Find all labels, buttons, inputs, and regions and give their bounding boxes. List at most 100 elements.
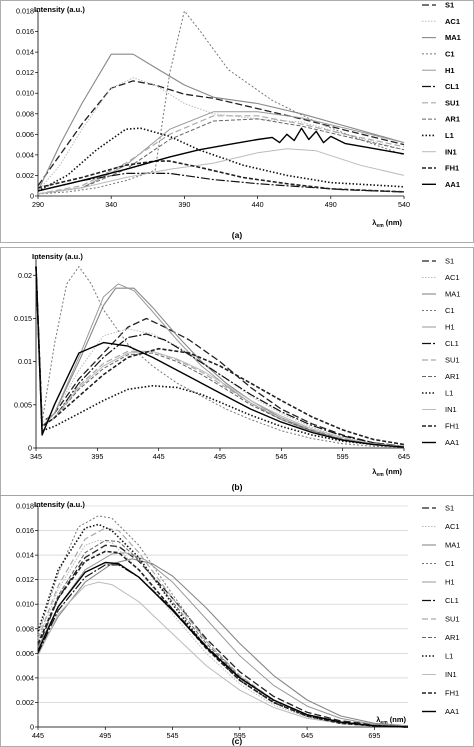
series-line-h1 xyxy=(35,266,405,447)
x-tick-label: 345 xyxy=(30,452,42,461)
legend-label-c1: C1 xyxy=(445,559,455,568)
series-line-in1 xyxy=(35,266,405,447)
y-tick-label: 0.012 xyxy=(16,575,34,584)
series-line-ma1 xyxy=(37,53,405,192)
y-tick-label: 0.004 xyxy=(16,673,34,682)
x-tick-label: 290 xyxy=(32,200,44,209)
legend-label-cl1: CL1 xyxy=(445,339,459,348)
chart-frame xyxy=(0,0,474,243)
legend-label-su1: SU1 xyxy=(445,615,460,624)
series-line-s1 xyxy=(37,544,409,727)
legend-label-fh1: FH1 xyxy=(445,689,459,698)
legend-label-ma1: MA1 xyxy=(445,290,460,299)
series-line-aa1 xyxy=(37,127,405,192)
y-axis-label: Intensity (a.u.) xyxy=(34,5,85,14)
y-tick-label: 0.004 xyxy=(16,150,34,159)
x-tick-label: 545 xyxy=(275,452,287,461)
x-tick-label: 390 xyxy=(178,200,190,209)
x-tick-label: 595 xyxy=(337,452,349,461)
chart-panel-0: 0 0.002 0.004 0.006 0.008 0.010 0.012 0.014 0.01… xyxy=(0,0,474,243)
legend-label-ar1: AR1 xyxy=(445,633,460,642)
legend-label-ar1: AR1 xyxy=(445,115,460,124)
legend-label-fh1: FH1 xyxy=(445,422,459,431)
x-tick-label: 445 xyxy=(32,731,44,740)
series-line-su1 xyxy=(37,115,405,195)
legend-label-fh1: FH1 xyxy=(445,164,459,173)
legend-label-l1: L1 xyxy=(445,652,453,661)
legend-label-ac1: AC1 xyxy=(445,273,460,282)
series-line-ar1 xyxy=(35,266,405,447)
legend-label-su1: SU1 xyxy=(445,98,460,107)
x-tick-label: 395 xyxy=(91,452,103,461)
y-tick-label: 0.008 xyxy=(16,624,34,633)
x-tick-label: 445 xyxy=(153,452,165,461)
legend-label-in1: IN1 xyxy=(445,670,457,679)
x-axis-unit: (nm) xyxy=(384,467,403,476)
x-axis-subscript: em xyxy=(380,720,388,726)
legend-label-s1: S1 xyxy=(445,1,454,10)
y-tick-label: 0.01 xyxy=(18,357,32,366)
y-tick-label: 0.008 xyxy=(16,109,34,118)
x-axis-label: λem (nm) xyxy=(376,715,406,726)
series-line-fh1 xyxy=(35,266,405,446)
series-line-s1 xyxy=(37,80,405,187)
legend-label-l1: L1 xyxy=(445,131,454,140)
legend-label-cl1: CL1 xyxy=(445,596,459,605)
legend-label-aa1: AA1 xyxy=(445,180,460,189)
y-tick-label: 0 xyxy=(30,723,34,732)
series-line-h1 xyxy=(37,552,409,727)
x-tick-label: 490 xyxy=(325,200,337,209)
y-tick-label: 0.006 xyxy=(16,130,34,139)
panel-label: (c) xyxy=(232,736,243,746)
series-line-ar1 xyxy=(37,118,405,195)
chart-panel-1: 0 0.005 0.01 0.015 0.02 345 395 445 495 545 595 645… xyxy=(0,247,474,496)
series-line-ma1 xyxy=(37,558,409,727)
y-tick-label: 0 xyxy=(30,192,34,201)
x-axis-label: λem (nm) xyxy=(372,218,402,229)
y-tick-label: 0.006 xyxy=(16,649,34,658)
y-tick-label: 0 xyxy=(28,444,32,453)
legend-label-ar1: AR1 xyxy=(445,372,460,381)
panel-label: (b) xyxy=(232,482,243,492)
x-axis-label: λem (nm) xyxy=(372,467,402,478)
chart-panel-2: 0 0.002 0.004 0.006 0.008 0.010 0.012 0.014 0.01… xyxy=(0,495,474,747)
y-tick-label: 0.010 xyxy=(16,600,34,609)
legend-label-l1: L1 xyxy=(445,389,453,398)
x-tick-label: 340 xyxy=(105,200,117,209)
series-line-in1 xyxy=(37,581,409,728)
x-tick-label: 440 xyxy=(252,200,264,209)
series-line-l1 xyxy=(37,127,405,192)
x-axis-unit: (nm) xyxy=(388,715,407,724)
series-line-h1 xyxy=(37,111,405,195)
legend-label-aa1: AA1 xyxy=(445,707,459,716)
y-tick-label: 0.015 xyxy=(14,314,32,323)
series-line-fh1 xyxy=(37,160,405,193)
x-tick-label: 645 xyxy=(301,731,313,740)
legend-label-c1: C1 xyxy=(445,50,455,59)
chart-frame xyxy=(0,495,474,747)
x-tick-label: 695 xyxy=(368,731,380,740)
legend-label-c1: C1 xyxy=(445,306,455,315)
series-line-cl1 xyxy=(35,266,405,447)
legend-label-h1: H1 xyxy=(445,323,455,332)
y-tick-label: 0.014 xyxy=(16,551,34,560)
legend-label-ma1: MA1 xyxy=(445,541,460,550)
chart-frame xyxy=(0,247,474,496)
x-axis-symbol: λ xyxy=(372,218,377,227)
y-axis-label: Intensity (a.u.) xyxy=(34,500,85,509)
series-line-in1 xyxy=(37,148,405,195)
y-tick-label: 0.018 xyxy=(16,502,34,511)
series-line-c1 xyxy=(35,266,405,448)
y-tick-label: 0.002 xyxy=(16,698,34,707)
legend-label-su1: SU1 xyxy=(445,356,460,365)
x-tick-label: 540 xyxy=(398,200,410,209)
panel-label: (a) xyxy=(232,230,243,240)
legend-label-cl1: CL1 xyxy=(445,82,459,91)
y-tick-label: 0.016 xyxy=(16,526,34,535)
x-tick-label: 495 xyxy=(214,452,226,461)
x-tick-label: 495 xyxy=(99,731,111,740)
x-axis-symbol: λ xyxy=(372,467,377,476)
series-line-cl1 xyxy=(37,172,405,193)
y-tick-label: 0.014 xyxy=(16,48,34,57)
